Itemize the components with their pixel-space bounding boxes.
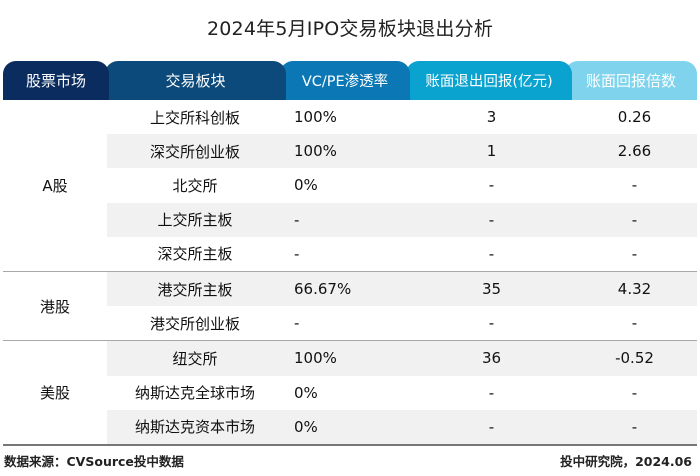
board-cell: 纳斯达克资本市场 <box>134 418 255 437</box>
table-row: 深交所创业板 100% 1 2.66 <box>107 134 697 169</box>
market-label: 港股 <box>3 271 107 341</box>
rate-cell: 100% <box>294 108 337 127</box>
multiple-cell: - <box>631 176 638 195</box>
rate-cell: 0% <box>294 383 318 402</box>
multiple-cell: 2.66 <box>617 142 652 161</box>
table-row: 港交所主板 66.67% 35 4.32 <box>107 271 697 307</box>
multiple-cell: - <box>631 244 638 263</box>
rate-cell: 100% <box>294 142 337 161</box>
table-row: 上交所主板 - - - <box>107 202 697 237</box>
board-cell: 深交所创业板 <box>149 142 240 161</box>
board-cell: 上交所科创板 <box>149 108 240 127</box>
board-cell: 上交所主板 <box>157 211 233 230</box>
rate-cell: 0% <box>294 417 318 436</box>
table-row: 北交所 0% - - <box>107 168 697 202</box>
rate-cell: 0% <box>294 176 318 195</box>
rate-cell: - <box>294 244 300 263</box>
data-table: A股 上交所科创板 100% 3 0.26 深交所创业板 100% 1 2.66… <box>3 100 697 446</box>
page-title: 2024年5月IPO交易板块退出分析 <box>206 18 494 40</box>
return-cell: 3 <box>486 108 497 127</box>
table-row: 港交所创业板 - - - <box>107 306 697 340</box>
return-cell: 35 <box>481 280 502 299</box>
market-label: A股 <box>3 100 107 271</box>
rate-cell: - <box>294 314 300 333</box>
rate-cell: - <box>294 210 300 229</box>
return-cell: 36 <box>481 349 502 368</box>
multiple-cell: - <box>631 314 638 333</box>
board-cell: 纽交所 <box>172 349 218 368</box>
table-row: 上交所科创板 100% 3 0.26 <box>107 100 697 134</box>
multiple-cell: 4.32 <box>617 280 652 299</box>
multiple-cell: 0.26 <box>617 108 652 127</box>
column-header-return-multiple: 账面回报倍数 <box>565 61 697 100</box>
table-row: 深交所主板 - - - <box>107 237 697 271</box>
board-cell: 深交所主板 <box>157 245 233 264</box>
return-cell: - <box>488 176 495 195</box>
market-group-hk-share: 港股 港交所主板 66.67% 35 4.32 港交所创业板 - - - <box>3 271 697 342</box>
column-header-market: 股票市场 <box>3 61 109 100</box>
board-cell: 纳斯达克全球市场 <box>134 384 255 403</box>
return-cell: 1 <box>486 142 497 161</box>
multiple-cell: - <box>631 417 638 436</box>
table-row: 纽交所 100% 36 -0.52 <box>107 341 697 376</box>
market-label: 美股 <box>3 341 107 444</box>
market-group-a-share: A股 上交所科创板 100% 3 0.26 深交所创业板 100% 1 2.66… <box>3 100 697 272</box>
multiple-cell: - <box>631 210 638 229</box>
table-row: 纳斯达克资本市场 0% - - <box>107 409 697 444</box>
board-cell: 北交所 <box>172 176 218 195</box>
column-header-vcpe-rate: VC/PE渗透率 <box>280 61 410 100</box>
table-row: 纳斯达克全球市场 0% - - <box>107 376 697 410</box>
board-cell: 港交所主板 <box>157 280 233 299</box>
rate-cell: 100% <box>294 349 337 368</box>
return-cell: - <box>488 314 495 333</box>
multiple-cell: - <box>631 383 638 402</box>
data-source-note: 数据来源：CVSource投中数据 <box>4 454 184 469</box>
table-header: 股票市场 交易板块 VC/PE渗透率 账面退出回报(亿元) 账面回报倍数 <box>3 61 697 100</box>
market-group-us-share: 美股 纽交所 100% 36 -0.52 纳斯达克全球市场 0% - - 纳斯达… <box>3 341 697 446</box>
return-cell: - <box>488 383 495 402</box>
multiple-cell: -0.52 <box>615 349 654 368</box>
return-cell: - <box>488 244 495 263</box>
column-header-board: 交易板块 <box>105 61 286 100</box>
board-cell: 港交所创业板 <box>149 314 240 333</box>
rate-cell: 66.67% <box>294 280 352 299</box>
return-cell: - <box>488 210 495 229</box>
column-header-book-return: 账面退出回报(亿元) <box>406 61 572 100</box>
return-cell: - <box>488 417 495 436</box>
credit-note: 投中研究院，2024.06 <box>560 454 692 469</box>
